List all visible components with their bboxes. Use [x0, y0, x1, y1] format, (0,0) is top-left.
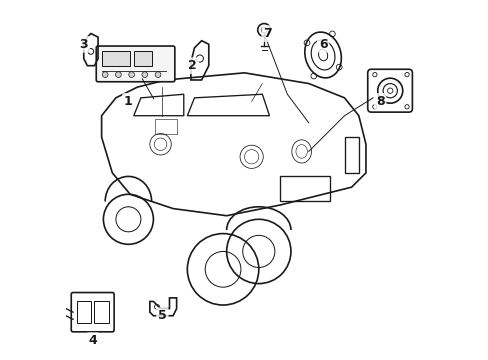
Bar	[280, 176, 329, 202]
Circle shape	[102, 72, 108, 77]
Circle shape	[142, 72, 147, 77]
Bar	[344, 137, 358, 173]
Text: 2: 2	[188, 59, 197, 72]
Circle shape	[128, 72, 134, 77]
Text: 7: 7	[263, 27, 271, 40]
Bar	[155, 119, 176, 134]
Text: 6: 6	[318, 38, 327, 51]
Circle shape	[155, 72, 161, 77]
Bar	[94, 301, 108, 323]
FancyBboxPatch shape	[96, 46, 175, 82]
Bar	[77, 301, 91, 323]
Text: 4: 4	[88, 334, 97, 347]
Bar	[134, 51, 151, 66]
Text: 3: 3	[79, 38, 88, 51]
Bar	[102, 51, 130, 66]
Text: 5: 5	[158, 309, 166, 322]
Text: 1: 1	[124, 95, 133, 108]
Text: 8: 8	[375, 95, 384, 108]
Circle shape	[115, 72, 121, 77]
